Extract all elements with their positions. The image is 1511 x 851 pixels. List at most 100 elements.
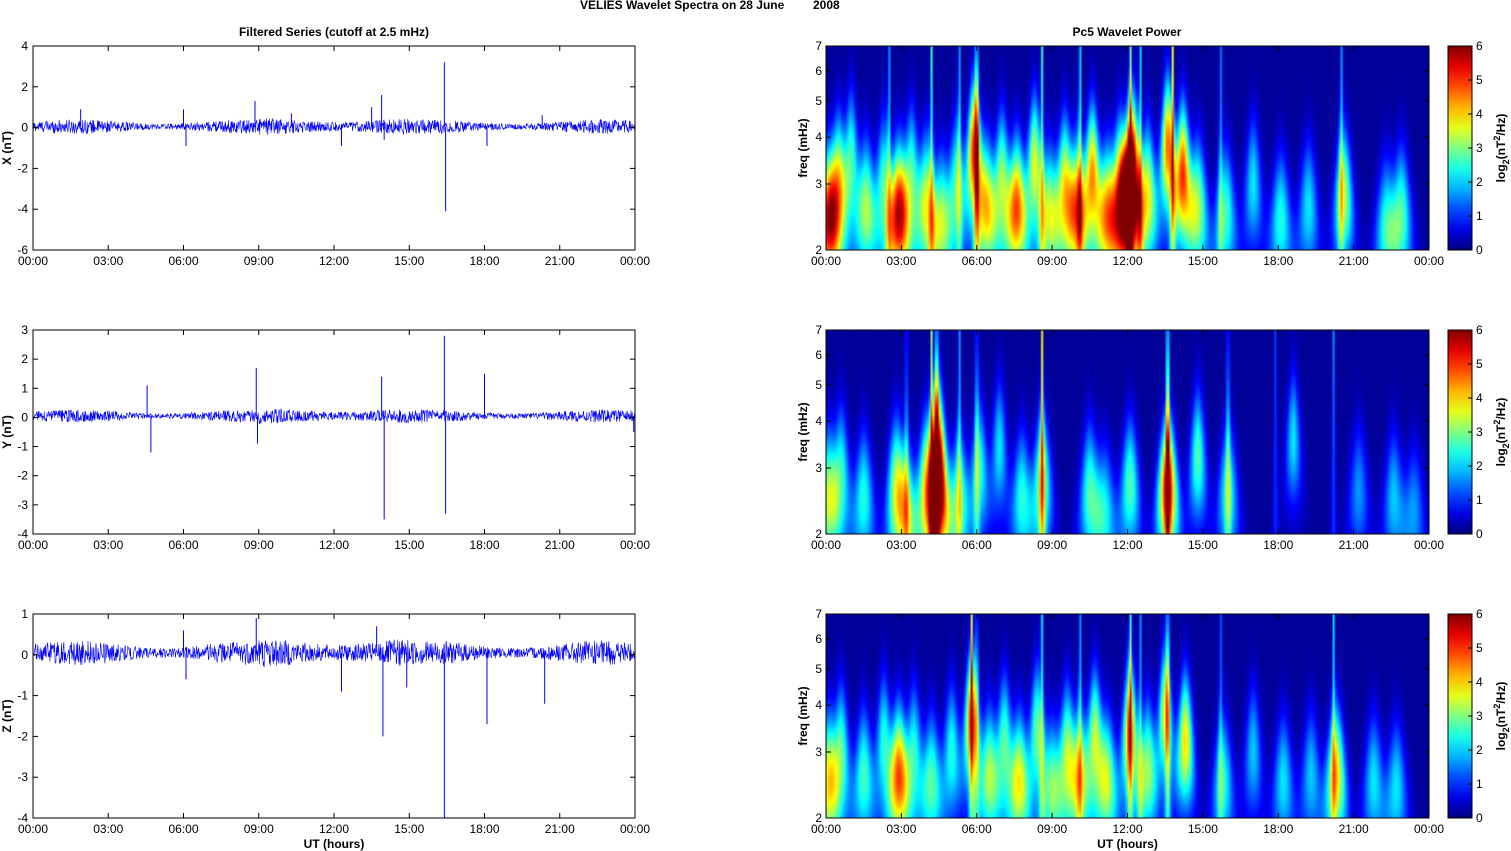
wavelet-xtick-label: 00:00 — [1414, 822, 1444, 836]
colorbar-label: log2(nT2/Hz) — [1492, 114, 1511, 183]
colorbar-label-sup: 2 — [1492, 420, 1502, 425]
timeseries-ytick-label: 4 — [21, 39, 28, 53]
wavelet-xtick-label: 15:00 — [1188, 538, 1218, 552]
timeseries-trace — [32, 118, 636, 135]
wavelet-ylabel: freq (mHz) — [796, 686, 810, 745]
timeseries-ytick-label: -1 — [17, 689, 28, 703]
wavelet-power-map — [826, 614, 1429, 818]
wavelet-xlabel: UT (hours) — [1097, 837, 1158, 851]
wavelet-ytick-label: 5 — [815, 662, 822, 676]
wavelet-ytick-label: 7 — [815, 607, 822, 621]
timeseries-ytick-label: -3 — [17, 770, 28, 784]
wavelet-xtick-label: 03:00 — [886, 538, 916, 552]
wavelet-xtick-label: 15:00 — [1188, 254, 1218, 268]
figure-title-main: VELIES Wavelet Spectra on 28 June — [580, 0, 785, 12]
colorbar-label-part: /Hz) — [1494, 398, 1508, 420]
wavelet-frame — [825, 613, 1430, 819]
wavelet-ytick-label: 4 — [815, 414, 822, 428]
colorbar-label-part: /Hz) — [1494, 682, 1508, 704]
timeseries-ytick-label: -2 — [17, 161, 28, 175]
colorbar-tick-label: 0 — [1476, 527, 1483, 541]
left-column-title: Filtered Series (cutoff at 2.5 mHz) — [239, 25, 429, 39]
colorbar-tick-label: 2 — [1476, 175, 1483, 189]
wavelet-ytick-label: 7 — [815, 39, 822, 53]
timeseries-ytick-label: 0 — [21, 648, 28, 662]
figure-title-year: 2008 — [813, 0, 840, 12]
colorbar-label-sub: 2 — [1501, 727, 1511, 732]
timeseries-xtick-label: 21:00 — [545, 822, 575, 836]
wavelet-xtick-label: 00:00 — [811, 538, 841, 552]
timeseries-ytick-label: 1 — [21, 607, 28, 621]
colorbar-tick-label: 6 — [1476, 39, 1483, 53]
wavelet-ytick-label: 3 — [815, 177, 822, 191]
wavelet-ytick-label: 6 — [815, 64, 822, 78]
wavelet-xtick-label: 00:00 — [811, 254, 841, 268]
timeseries-xtick-label: 09:00 — [244, 538, 274, 552]
colorbar-label-part: /Hz) — [1494, 114, 1508, 136]
wavelet-xtick-label: 03:00 — [886, 254, 916, 268]
colorbar-tick-label: 6 — [1476, 323, 1483, 337]
colorbar-tick-label: 2 — [1476, 459, 1483, 473]
colorbar-label: log2(nT2/Hz) — [1492, 398, 1511, 467]
timeseries-xtick-label: 12:00 — [319, 254, 349, 268]
wavelet-xtick-label: 00:00 — [1414, 254, 1444, 268]
wavelet-ylabel: freq (mHz) — [796, 402, 810, 461]
timeseries-ytick-label: 2 — [21, 352, 28, 366]
colorbar-label-sup: 2 — [1492, 136, 1502, 141]
wavelet-xtick-label: 06:00 — [962, 254, 992, 268]
wavelet-power-map — [826, 46, 1429, 250]
colorbar-tick-label: 0 — [1476, 243, 1483, 257]
timeseries-ytick-label: -1 — [17, 440, 28, 454]
timeseries-ytick-label: 0 — [21, 410, 28, 424]
timeseries-xtick-label: 03:00 — [93, 538, 123, 552]
timeseries-xtick-label: 06:00 — [168, 822, 198, 836]
colorbar-tick-label: 4 — [1476, 107, 1483, 121]
timeseries-xtick-label: 03:00 — [93, 254, 123, 268]
colorbar-tick-label: 2 — [1476, 743, 1483, 757]
wavelet-xtick-label: 03:00 — [886, 822, 916, 836]
timeseries-xtick-label: 06:00 — [168, 254, 198, 268]
timeseries-ytick-label: -2 — [17, 469, 28, 483]
timeseries-xtick-label: 00:00 — [18, 822, 48, 836]
timeseries-xtick-label: 09:00 — [244, 254, 274, 268]
timeseries-xtick-label: 21:00 — [545, 538, 575, 552]
wavelet-xtick-label: 06:00 — [962, 822, 992, 836]
colorbar-label-part: (nT — [1494, 424, 1508, 443]
wavelet-xtick-label: 18:00 — [1263, 822, 1293, 836]
wavelet-xtick-label: 09:00 — [1037, 538, 1067, 552]
wavelet-xtick-label: 00:00 — [1414, 538, 1444, 552]
colorbar-tick-label: 5 — [1476, 357, 1483, 371]
timeseries-xtick-label: 00:00 — [18, 254, 48, 268]
colorbar-tick-label: 1 — [1476, 777, 1483, 791]
colorbar-label-sup: 2 — [1492, 704, 1502, 709]
timeseries-ylabel: Z (nT) — [0, 699, 14, 732]
wavelet-ytick-label: 2 — [815, 527, 822, 541]
wavelet-xtick-label: 00:00 — [811, 822, 841, 836]
timeseries-xtick-label: 12:00 — [319, 822, 349, 836]
colorbar-label-part: log — [1494, 732, 1508, 750]
wavelet-ytick-label: 5 — [815, 94, 822, 108]
colorbar-tick-label: 0 — [1476, 811, 1483, 825]
colorbar-tick-label: 6 — [1476, 607, 1483, 621]
timeseries-ylabel: Y (nT) — [0, 415, 14, 449]
timeseries-ytick-label: -3 — [17, 498, 28, 512]
wavelet-xtick-label: 12:00 — [1112, 822, 1142, 836]
colorbar-tick-label: 3 — [1476, 425, 1483, 439]
timeseries-plot-area — [33, 614, 635, 818]
colorbar-label-part: log — [1494, 448, 1508, 466]
timeseries-frame — [32, 45, 636, 251]
wavelet-xtick-label: 18:00 — [1263, 538, 1293, 552]
timeseries-xtick-label: 00:00 — [18, 538, 48, 552]
timeseries-ytick-label: 2 — [21, 80, 28, 94]
timeseries-xlabel: UT (hours) — [304, 837, 365, 851]
wavelet-xtick-label: 21:00 — [1339, 254, 1369, 268]
wavelet-ytick-label: 5 — [815, 378, 822, 392]
wavelet-xtick-label: 12:00 — [1112, 254, 1142, 268]
wavelet-ytick-label: 6 — [815, 632, 822, 646]
colorbar-tick-label: 1 — [1476, 209, 1483, 223]
timeseries-ytick-label: -4 — [17, 527, 28, 541]
wavelet-ytick-label: 2 — [815, 811, 822, 825]
wavelet-xtick-label: 15:00 — [1188, 822, 1218, 836]
